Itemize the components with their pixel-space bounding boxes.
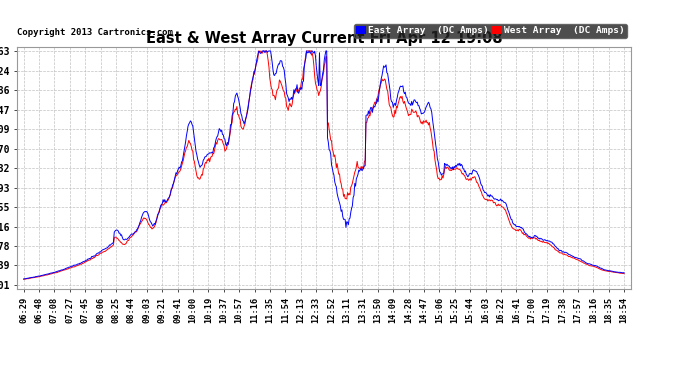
Title: East & West Array Current Fri Apr 12 19:08: East & West Array Current Fri Apr 12 19:… (146, 31, 502, 46)
Legend: East Array  (DC Amps), West Array  (DC Amps): East Array (DC Amps), West Array (DC Amp… (354, 24, 627, 38)
Text: Copyright 2013 Cartronics.com: Copyright 2013 Cartronics.com (17, 28, 173, 37)
